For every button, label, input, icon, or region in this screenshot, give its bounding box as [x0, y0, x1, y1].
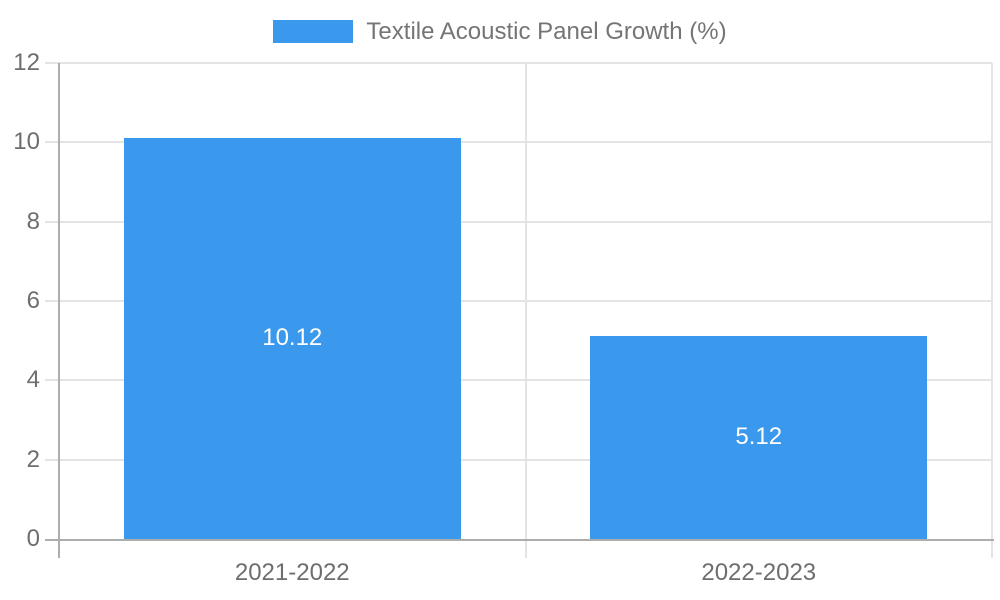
legend-swatch-icon — [273, 20, 354, 43]
y-axis-tick-label: 0 — [26, 525, 40, 552]
y-axis-tick-label: 4 — [26, 366, 40, 394]
y-axis-tick-label: 6 — [26, 287, 40, 314]
bar-value-label: 5.12 — [735, 423, 783, 451]
y-gridline — [45, 220, 992, 223]
legend-label: Textile Acoustic Panel Growth (%) — [366, 17, 727, 45]
y-axis-tick-label: 12 — [13, 49, 40, 76]
x-axis-tick-label: 2022-2023 — [701, 559, 817, 586]
y-gridline — [45, 379, 992, 382]
category-gridline — [524, 63, 527, 558]
category-gridline — [991, 63, 993, 558]
y-axis-tick-label: 8 — [26, 207, 40, 235]
y-gridline — [45, 458, 992, 461]
y-gridline — [45, 62, 992, 64]
bar[interactable] — [123, 137, 461, 539]
bar-value-label: 10.12 — [262, 324, 323, 352]
y-gridline — [45, 300, 992, 302]
y-gridline — [45, 141, 992, 144]
y-axis-line — [58, 63, 60, 558]
y-axis-tick-label: 2 — [26, 445, 40, 473]
bar[interactable] — [590, 335, 928, 539]
x-axis-line — [45, 539, 994, 541]
legend[interactable]: Textile Acoustic Panel Growth (%) — [0, 17, 1000, 45]
x-axis-tick-label: 2021-2022 — [234, 559, 350, 586]
y-axis-tick-label: 10 — [13, 128, 40, 156]
